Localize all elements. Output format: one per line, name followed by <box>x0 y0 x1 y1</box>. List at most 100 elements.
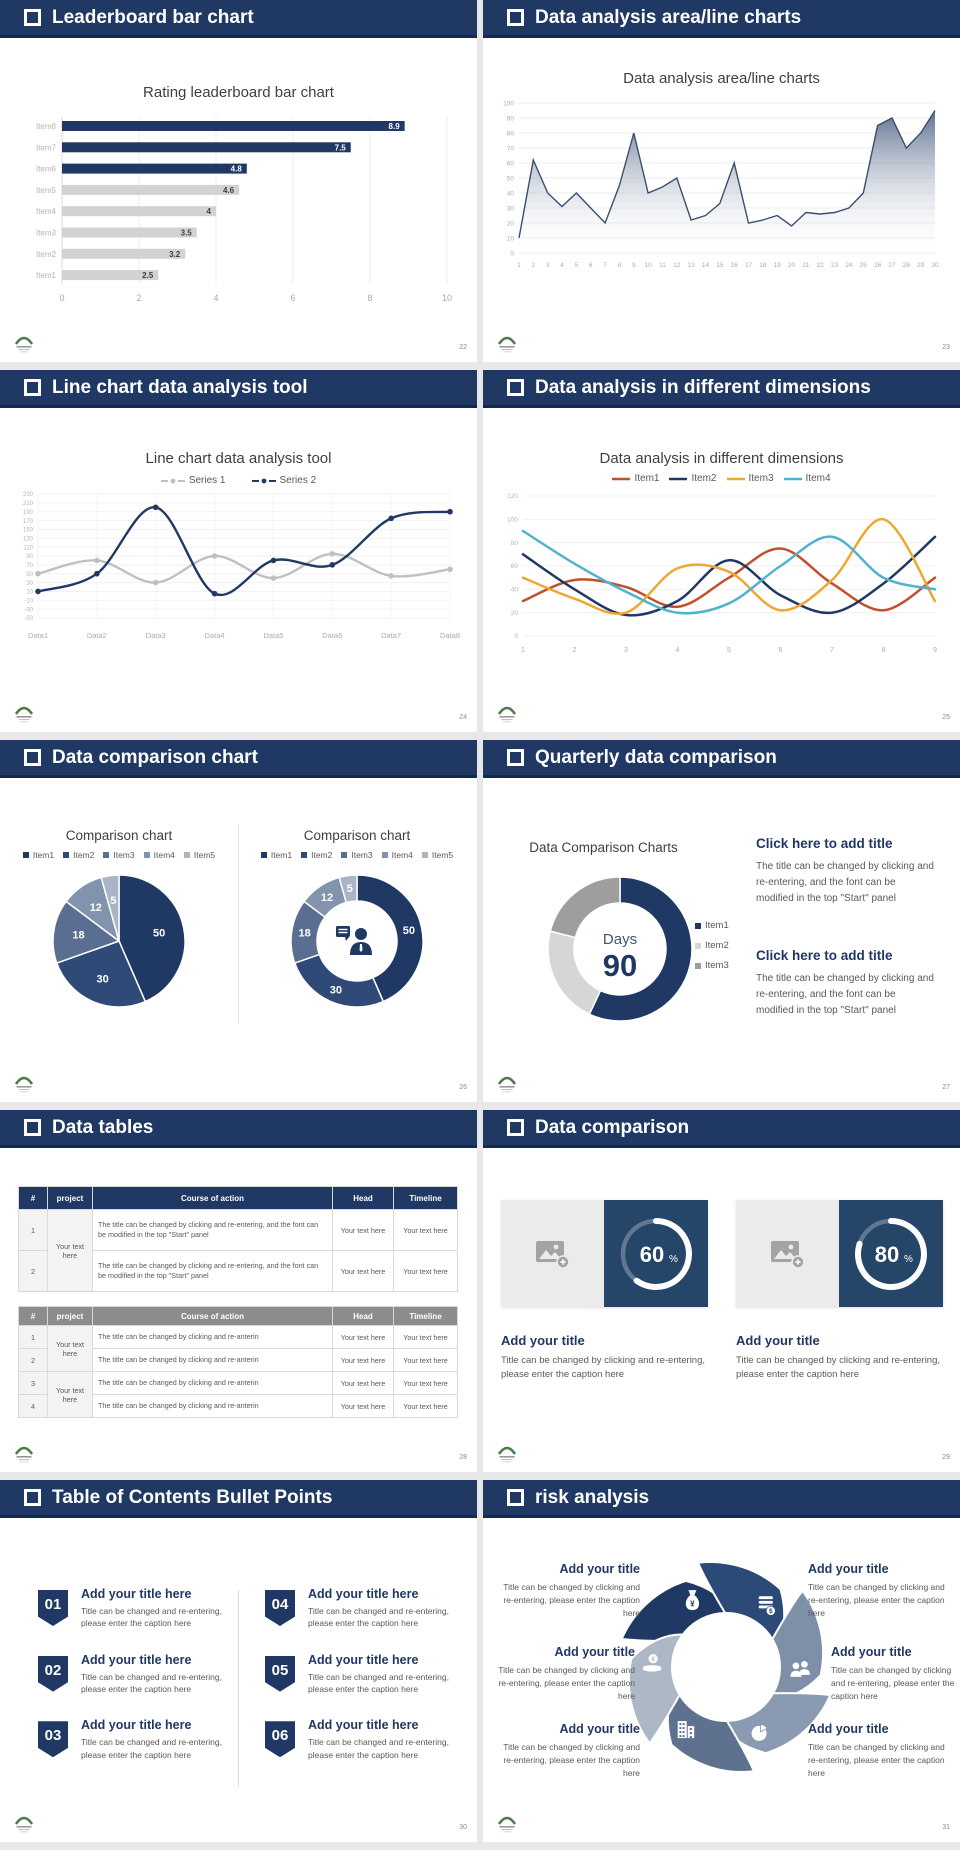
toc-item[interactable]: 03 Add your title here Title can be change… <box>38 1718 238 1761</box>
legend-item: Item5 <box>421 850 453 860</box>
svg-text:Item4: Item4 <box>36 207 57 216</box>
toc-item[interactable]: 06 Add your title here Title can be change… <box>265 1718 476 1761</box>
table-cell: The title can be changed by clicking and… <box>92 1371 333 1395</box>
svg-text:100: 100 <box>503 100 514 107</box>
progress-ring: 80% <box>839 1200 943 1307</box>
svg-text:24: 24 <box>845 262 853 269</box>
svg-text:8: 8 <box>618 262 622 269</box>
svg-text:Data1: Data1 <box>28 631 48 640</box>
svg-text:2: 2 <box>136 293 141 303</box>
legend-item: Item4 <box>381 850 413 860</box>
legend-label: Item5 <box>193 850 216 860</box>
toc-column: 04 Add your title here Title can be change… <box>238 1587 476 1787</box>
table-cell: Your text here <box>393 1325 458 1349</box>
page-number: 26 <box>459 1084 467 1091</box>
legend-item: Item2 <box>63 850 94 860</box>
svg-text:16: 16 <box>731 262 739 269</box>
line-chart: -50 -30 -10 10 30 50 70 90 110 130 150 170 190 210 230… <box>0 488 477 653</box>
slide-multi-dimension-chart[interactable]: Data analysis in different dimensions Da… <box>483 370 960 732</box>
svg-text:8.9: 8.9 <box>389 122 401 131</box>
column-header: Head <box>332 1306 394 1326</box>
table-row: 3 Your text here The title can be changed … <box>18 1371 458 1418</box>
toc-item[interactable]: 01 Add your title here Title can be change… <box>38 1587 238 1630</box>
chart-title: Comparison chart <box>65 828 173 843</box>
slide-line-chart-tool[interactable]: Line chart data analysis tool Line chart… <box>0 370 477 732</box>
table-cell: Your text here <box>393 1371 458 1395</box>
legend-item: Item2 <box>301 850 332 860</box>
page-number: 22 <box>459 344 467 351</box>
block-body: The title can be changed by clicking and… <box>756 973 934 1016</box>
table-row: 2 The title can be changed by clicking an… <box>18 1250 458 1292</box>
building-icon <box>677 1721 695 1739</box>
square-bullet-icon <box>24 749 41 766</box>
merged-project-cell: Your text here <box>47 1371 93 1418</box>
svg-text:26: 26 <box>874 262 882 269</box>
legend-item: Item3 <box>341 850 373 860</box>
slide-quarterly-comparison[interactable]: Quarterly data comparison Data Compariso… <box>483 740 960 1102</box>
toc-item[interactable]: 05 Add your title here Title can be change… <box>265 1653 476 1696</box>
card-row: 60% Add your title Title can be changed by… <box>483 1148 960 1383</box>
pie-chart-svg: 50 30 18 12 5 <box>52 874 186 1008</box>
svg-text:5: 5 <box>727 647 731 654</box>
toc-number-badge: 01 <box>38 1590 68 1626</box>
table-row: 1 Your text here The title can be changed … <box>18 1209 458 1292</box>
company-logo-icon <box>14 336 34 353</box>
legend-item: Item3 <box>103 850 135 860</box>
svg-text:5: 5 <box>347 883 353 895</box>
risk-block-caption: Title can be changed by clicking and re-… <box>831 1665 955 1701</box>
risk-text-block: Add your title Title can be changed by cl… <box>831 1645 957 1702</box>
svg-text:29: 29 <box>917 262 925 269</box>
svg-text:60: 60 <box>640 1242 664 1267</box>
svg-text:20: 20 <box>511 610 519 617</box>
company-logo <box>14 705 34 724</box>
svg-text:4.8: 4.8 <box>231 165 243 174</box>
risk-block-caption: Title can be changed by clicking and re-… <box>808 1582 945 1618</box>
svg-text:-50: -50 <box>24 616 33 622</box>
chart-legend: Item1 Item2 Item3 Item4 Item5 <box>0 850 238 860</box>
svg-text:17: 17 <box>745 262 753 269</box>
toc-item[interactable]: 02 Add your title here Title can be change… <box>38 1653 238 1696</box>
svg-text:Data7: Data7 <box>381 631 401 640</box>
svg-text:25: 25 <box>860 262 868 269</box>
slide-risk-analysis[interactable]: risk analysis ¥ $ ¥ Add your title Title ca… <box>483 1480 960 1842</box>
slide-table-of-contents[interactable]: Table of Contents Bullet Points 01 Add yo… <box>0 1480 477 1842</box>
square-bullet-icon <box>507 1119 524 1136</box>
svg-text:90: 90 <box>26 554 33 560</box>
svg-text:30: 30 <box>330 984 342 996</box>
legend-item: Item1 <box>260 850 292 860</box>
card-title: Add your title <box>501 1333 585 1348</box>
company-logo <box>497 1445 517 1464</box>
legend-label: Item2 <box>705 940 729 951</box>
svg-text:18: 18 <box>72 930 84 942</box>
slide-data-tables[interactable]: Data tables # project Course of action Head… <box>0 1110 477 1472</box>
legend-label: Item2 <box>311 850 333 860</box>
slide-header-title: Data comparison <box>535 1116 690 1138</box>
coins-icon: $ <box>757 1595 776 1616</box>
svg-text:6: 6 <box>779 647 783 654</box>
slide-header-title: Data analysis area/line charts <box>535 6 802 28</box>
slide-data-comparison-pies[interactable]: Data comparison chart Comparison chart I… <box>0 740 477 1102</box>
slide-header: Data analysis area/line charts <box>483 0 960 38</box>
toc-number-badge: 03 <box>38 1721 68 1758</box>
slide-leaderboard-bar-chart[interactable]: Leaderboard bar chart Rating leaderboard… <box>0 0 477 362</box>
toc-item[interactable]: 04 Add your title here Title can be change… <box>265 1587 476 1630</box>
slide-data-comparison-cards[interactable]: Data comparison 60% Add your title Title c… <box>483 1110 960 1472</box>
square-bullet-icon <box>507 9 524 26</box>
slide-header-title: Quarterly data comparison <box>535 746 777 768</box>
square-bullet-icon <box>507 1489 524 1506</box>
page-number: 25 <box>942 714 950 721</box>
legend-label: Item3 <box>748 473 774 484</box>
multi-line-chart: 0 20 40 60 80 100 120 1 2 3 4 5 6 7 8 9 <box>483 486 960 666</box>
svg-text:0: 0 <box>514 633 518 640</box>
bar-chart: 0 2 4 6 8 10 Item8 8.9 Item7 7.5 Item6 4.8 Item5 4.6 I… <box>0 109 477 319</box>
column-header: project <box>47 1306 93 1326</box>
money-bag-icon: ¥ <box>685 1590 700 1611</box>
chart-legend: Item1 Item2 Item3 Item4 Item5 <box>238 850 476 860</box>
legend-label: Item4 <box>391 850 413 860</box>
slide-area-line-charts[interactable]: Data analysis area/line charts Data anal… <box>483 0 960 362</box>
svg-text:11: 11 <box>659 262 666 269</box>
data-table: # project Course of action Head Timeline 1 You… <box>18 1186 458 1292</box>
legend-swatch <box>381 852 388 858</box>
company-logo <box>497 1075 517 1094</box>
